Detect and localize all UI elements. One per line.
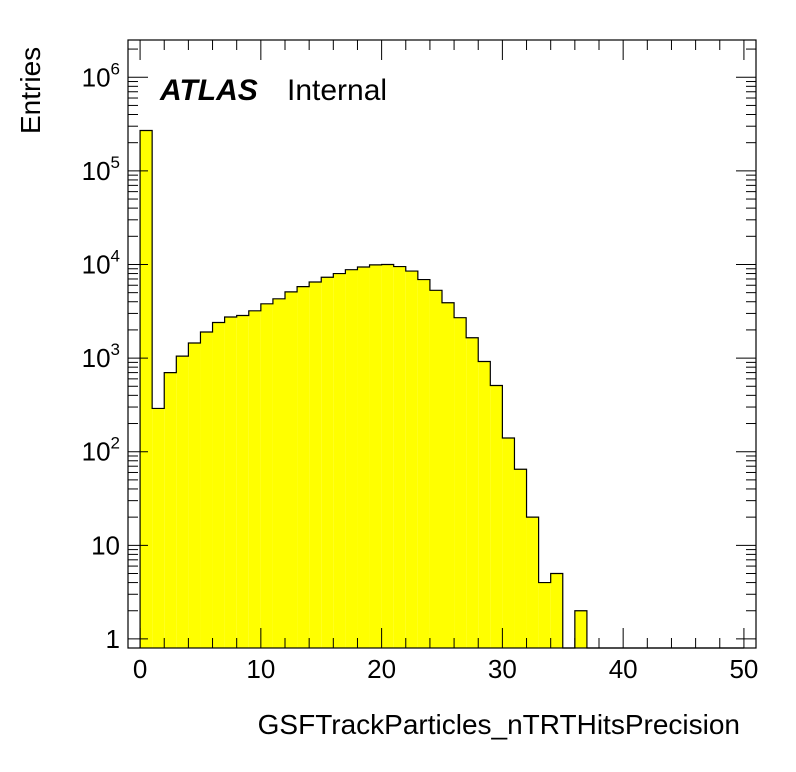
y-tick-label: 104 (82, 246, 120, 279)
histogram-bar (345, 269, 358, 648)
histogram-bar (369, 264, 382, 648)
y-tick-label: 105 (82, 153, 120, 186)
axis-ticks (128, 40, 756, 648)
histogram-bar (200, 331, 213, 648)
histogram-bar (188, 342, 201, 648)
histogram-bar (393, 266, 406, 648)
x-tick-label: 50 (729, 654, 758, 684)
histogram-bar (417, 279, 430, 648)
x-tick-labels: 0 10 20 30 40 50 (133, 654, 759, 684)
histogram-bar (538, 582, 551, 648)
histogram-bar (429, 290, 442, 648)
histogram-bar (321, 277, 334, 648)
histogram-bar (164, 372, 177, 648)
histogram-bar (502, 438, 515, 648)
x-tick-label: 10 (246, 654, 275, 684)
histogram-bar (381, 264, 394, 648)
atlas-label: ATLAS (159, 74, 258, 107)
histogram-bar (176, 356, 189, 648)
histogram-bar (574, 610, 587, 648)
histogram-bar (405, 271, 418, 648)
histogram-bar (514, 469, 527, 648)
histogram-bar (260, 303, 273, 648)
histogram-bar (466, 337, 479, 648)
histogram-bar (478, 361, 491, 648)
histogram-bar (285, 291, 298, 648)
y-tick-labels: 1 10 102 103 104 105 106 (82, 59, 120, 654)
histogram-bar (442, 302, 455, 648)
histogram-bar (236, 315, 249, 648)
x-tick-label: 30 (488, 654, 517, 684)
histogram-outline (139, 129, 744, 649)
histogram-bar (309, 281, 322, 648)
histogram-bar (212, 322, 225, 648)
x-tick-label: 40 (609, 654, 638, 684)
histogram-bar (526, 517, 539, 648)
histogram-bar (454, 317, 467, 648)
histogram-bar (248, 310, 261, 648)
y-tick-label: 103 (82, 340, 120, 373)
histogram-bars (140, 130, 587, 648)
histogram-bar (140, 130, 153, 648)
histogram-bar (333, 273, 346, 648)
histogram-bar (550, 573, 563, 648)
histogram-bar (490, 385, 503, 648)
x-tick-label: 20 (367, 654, 396, 684)
y-axis-title: Entries (15, 47, 46, 134)
histogram-bar (297, 286, 310, 648)
y-tick-label: 10 (91, 530, 120, 560)
y-tick-label: 106 (82, 59, 120, 92)
histogram-bar (272, 298, 285, 648)
plot-frame (127, 39, 757, 649)
x-tick-label: 0 (133, 654, 147, 684)
histogram-bar (357, 266, 370, 648)
y-tick-label: 1 (106, 624, 120, 654)
x-axis-title: GSFTrackParticles_nTRTHitsPrecision (258, 709, 740, 740)
histogram-bar (224, 316, 237, 648)
internal-label: Internal (287, 74, 387, 107)
histogram-bar (152, 408, 165, 648)
y-tick-label: 102 (82, 434, 120, 467)
